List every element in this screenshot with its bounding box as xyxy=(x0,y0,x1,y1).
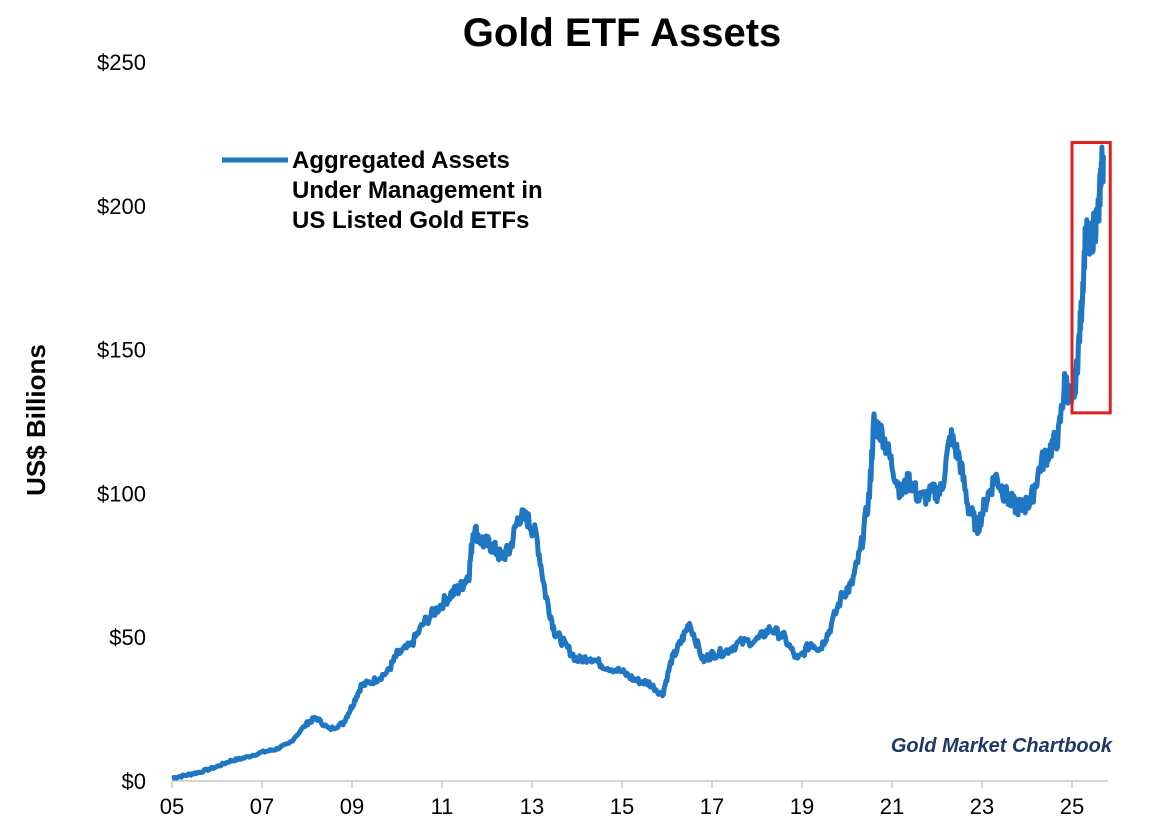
legend: Aggregated Assets Under Management in US L… xyxy=(222,147,543,234)
y-tick-label: $100 xyxy=(97,481,146,506)
x-tick-label: 21 xyxy=(880,794,904,819)
y-axis-ticks: $0 $50 $100 $150 $200 $250 xyxy=(97,50,146,794)
legend-label-line: Aggregated Assets xyxy=(292,147,510,174)
source-note: Gold Market Chartbook xyxy=(891,735,1113,757)
y-axis-label: US$ Billions xyxy=(21,344,51,496)
x-tick-label: 11 xyxy=(431,794,454,819)
x-axis-ticks: 05 07 09 11 13 15 17 19 21 23 25 xyxy=(160,781,1084,819)
x-tick-label: 23 xyxy=(970,794,994,819)
y-tick-label: $0 xyxy=(122,769,146,794)
x-tick-label: 07 xyxy=(250,794,274,819)
x-tick-label: 15 xyxy=(610,794,634,819)
x-tick-label: 09 xyxy=(340,794,364,819)
x-tick-label: 05 xyxy=(160,794,184,819)
x-tick-label: 19 xyxy=(790,794,814,819)
x-tick-label: 17 xyxy=(700,794,724,819)
y-tick-label: $200 xyxy=(97,194,146,219)
y-tick-label: $250 xyxy=(97,50,146,75)
x-tick-label: 25 xyxy=(1060,794,1084,819)
y-tick-label: $150 xyxy=(97,338,146,363)
legend-label-line: US Listed Gold ETFs xyxy=(292,207,529,234)
chart-title: Gold ETF Assets xyxy=(463,11,782,55)
legend-label: Aggregated Assets Under Management in US L… xyxy=(292,147,543,234)
x-tick-label: 13 xyxy=(520,794,544,819)
highlight-box xyxy=(1070,141,1112,415)
series-line-gold-etf-aum xyxy=(170,144,1106,781)
legend-label-line: Under Management in xyxy=(292,177,543,204)
y-tick-label: $50 xyxy=(109,625,146,650)
